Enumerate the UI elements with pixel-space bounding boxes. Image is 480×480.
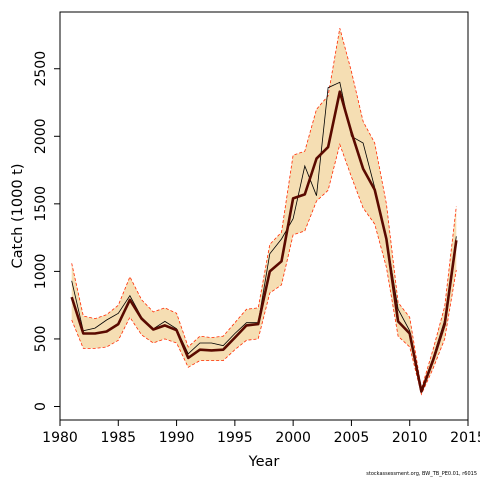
x-tick-label: 2005 [334,430,370,446]
confidence-band-layer [71,28,457,396]
y-tick-label: 0 [33,402,49,411]
x-tick-label: 1985 [100,430,136,446]
y-axis-title: Catch (1000 t) [10,164,26,269]
x-tick-label: 2015 [450,430,480,446]
axes-layer: 1980 1985 1990 1995 2000 2005 2010 2015 0 500 1000… [33,11,480,446]
y-tick-label: 2500 [33,51,49,87]
x-tick-label: 1990 [159,430,195,446]
estimated-catch-line [70,90,458,393]
plot-frame [59,11,469,421]
x-tick-label: 1995 [217,430,253,446]
footnote: stockassessment.org, BW_TB_PE0.01, r6015 [366,471,477,477]
y-tick-label: 1500 [33,186,49,222]
y-tick-label: 500 [33,326,49,353]
ci-upper-line [71,28,457,390]
x-tick-label: 2010 [392,430,428,446]
x-tick-label: 2000 [275,430,311,446]
y-tick-label: 1000 [33,254,49,290]
observed-catch-line [71,81,457,392]
confidence-band [71,28,457,395]
ci-lower-line [71,143,457,396]
y-tick-label: 2000 [33,118,49,154]
x-tick-label: 1980 [42,430,78,446]
series-line-layer [70,81,458,393]
x-axis-title: Year [248,454,280,470]
